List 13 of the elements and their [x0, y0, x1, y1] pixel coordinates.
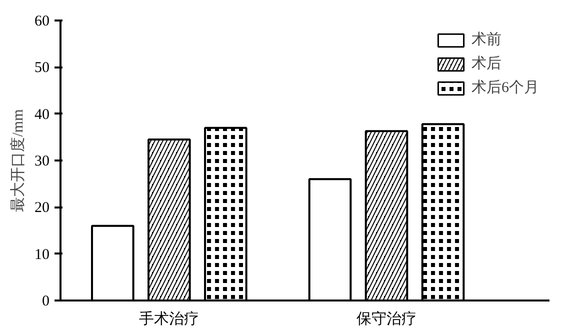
y-axis-title: 最大开口度/mm — [10, 108, 26, 212]
y-tick-label: 10 — [34, 246, 50, 263]
legend-label: 术后6个月 — [472, 78, 539, 97]
x-tick-label: 手术治疗 — [139, 310, 200, 328]
y-tick-label: 60 — [34, 14, 50, 30]
y-tick-label: 30 — [34, 154, 50, 170]
x-tick-label: 保守治疗 — [356, 310, 416, 328]
legend-label: 术前 — [472, 30, 502, 49]
legend-label: 术后 — [472, 54, 502, 73]
y-tick-label: 50 — [34, 60, 50, 76]
y-tick-label: 20 — [34, 200, 50, 216]
y-tick-label: 40 — [34, 106, 50, 123]
y-tick-label: 0 — [42, 294, 50, 310]
